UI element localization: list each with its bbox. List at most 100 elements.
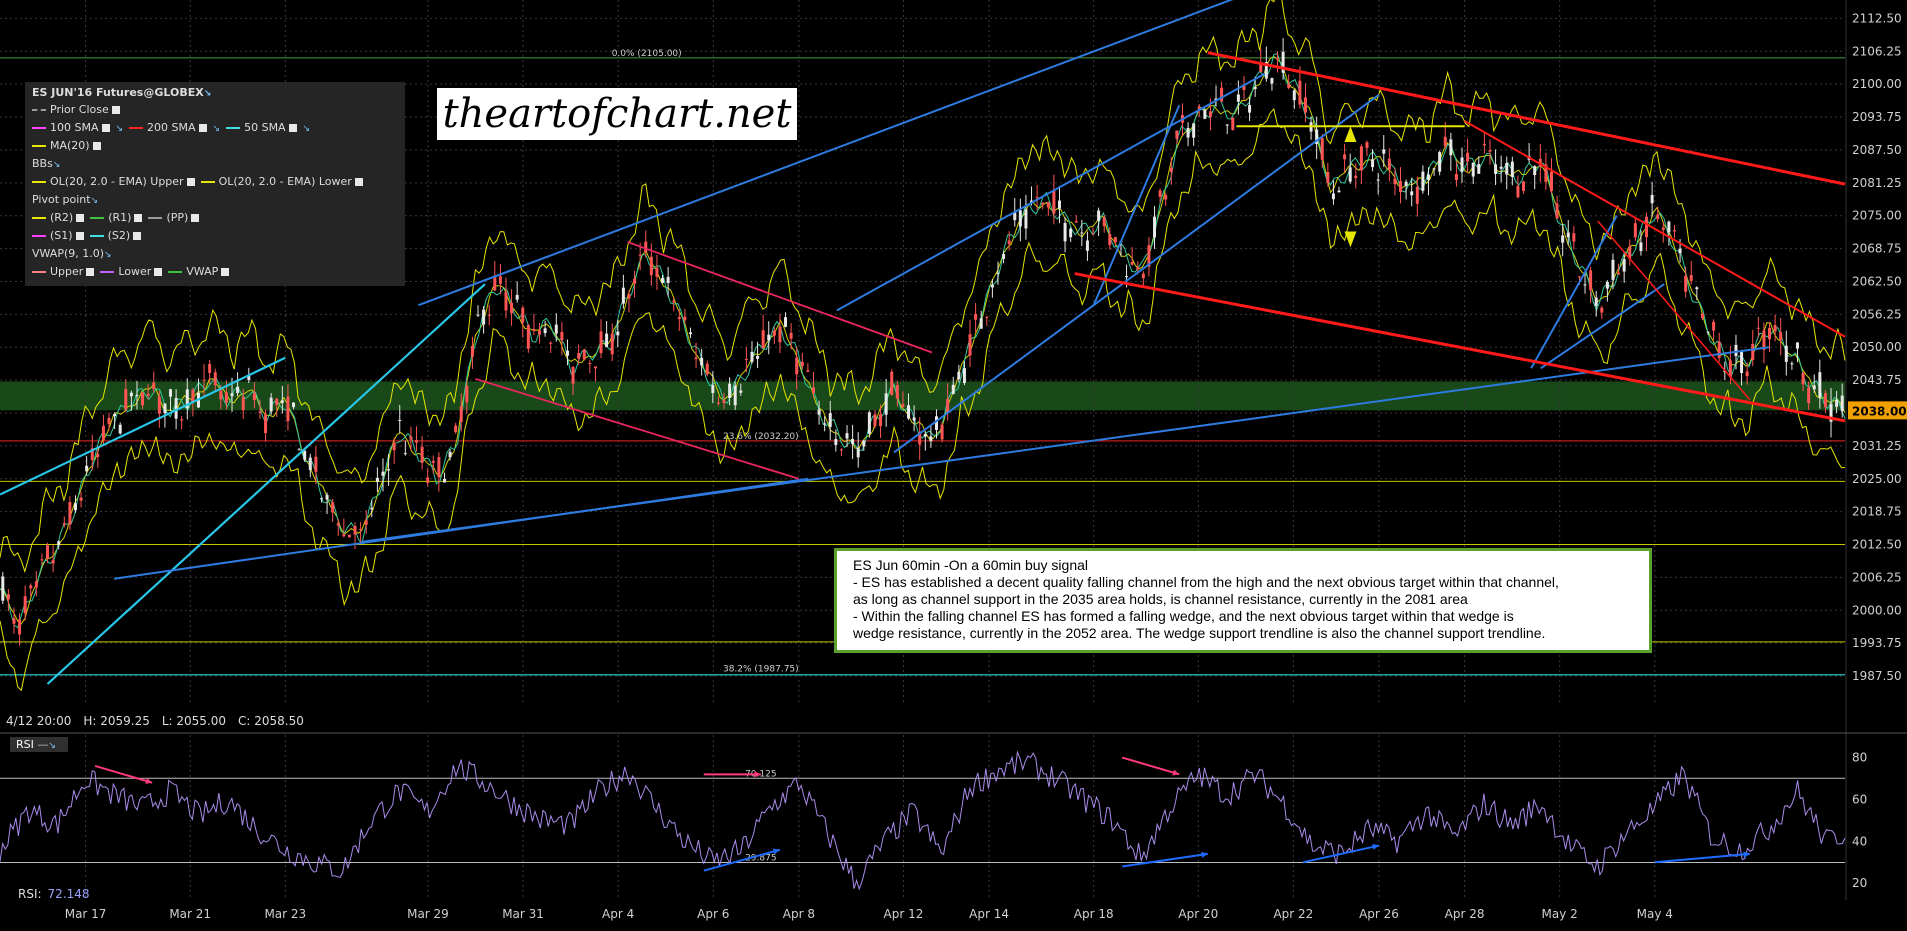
candle-body	[929, 436, 933, 442]
y-tick-label: 2043.75	[1852, 373, 1902, 387]
candle-body	[1466, 152, 1470, 162]
candle-body	[683, 316, 687, 321]
r2-swatch	[32, 217, 46, 219]
candle-body	[1421, 171, 1425, 191]
candle-body	[1717, 341, 1721, 358]
candle-body	[834, 439, 838, 445]
yellow-down-arrow-icon	[1344, 231, 1357, 248]
candle-body	[515, 294, 519, 300]
rsi-annotation-arrow-icon	[1172, 769, 1180, 776]
candle-body	[1091, 233, 1095, 235]
legend-s1-label: (S1)	[50, 229, 73, 242]
candle-body	[1359, 146, 1363, 171]
candle-body	[1354, 175, 1358, 179]
candle-body	[275, 398, 279, 405]
vwap-upper-swatch	[32, 271, 46, 273]
legend-bbs: OL(20, 2.0 - EMA) Upper OL(20, 2.0 - EMA)…	[32, 175, 369, 188]
candle-body	[252, 392, 256, 401]
r2-checkbox[interactable]	[76, 214, 85, 222]
x-tick-label: Apr 8	[783, 907, 815, 921]
candle-body	[1835, 400, 1839, 407]
candle-body	[1589, 270, 1593, 291]
s1-checkbox[interactable]	[75, 232, 84, 240]
candle-body	[1147, 245, 1151, 267]
candle-body	[1633, 223, 1637, 238]
candle-body	[918, 431, 922, 445]
bbs-settings-icon[interactable]: ↘	[52, 160, 61, 170]
settings-arrow-icon[interactable]: ↘	[203, 89, 212, 99]
candle-body	[1432, 168, 1436, 170]
y-tick-label: 2075.00	[1852, 209, 1902, 223]
y-tick-label: 2025.00	[1852, 472, 1902, 486]
candle-body	[403, 453, 407, 455]
fib-label: 23.6% (2032.20)	[723, 432, 799, 442]
rsi-annotation-arrow-icon	[772, 848, 780, 855]
candle-body	[1130, 261, 1134, 265]
candle-body	[1259, 62, 1263, 73]
candle-body	[1577, 276, 1581, 278]
candle-body	[1628, 246, 1632, 259]
candle-body	[1779, 332, 1783, 341]
ma20-checkbox[interactable]	[92, 142, 101, 150]
candle-body	[1253, 86, 1257, 89]
vwap-checkbox[interactable]	[221, 268, 230, 276]
vwap-lower-checkbox[interactable]	[154, 268, 163, 276]
r1-checkbox[interactable]	[134, 214, 143, 222]
candle-body	[700, 357, 704, 366]
vwap-settings-icon[interactable]: ↘	[104, 250, 112, 260]
candle-body	[1197, 106, 1201, 110]
legend-pp-label: (PP)	[166, 211, 189, 224]
bb-upper-checkbox[interactable]	[186, 178, 195, 186]
rsi-settings-icon[interactable]: ↘	[48, 741, 56, 751]
rsi-panel-label[interactable]: RSI — ↘	[10, 737, 68, 752]
sma100-checkbox[interactable]	[101, 124, 110, 132]
candle-body	[1639, 242, 1643, 252]
pp-checkbox[interactable]	[191, 214, 200, 222]
candle-body	[476, 314, 480, 316]
rsi-tick-label: 60	[1852, 792, 1867, 806]
note-line: wedge resistance, currently in the 2052 …	[853, 625, 1546, 641]
candle-body	[560, 331, 564, 341]
bollinger-lower-band	[0, 107, 1846, 692]
candle-body	[420, 446, 424, 463]
candle-body	[1667, 221, 1671, 233]
candle-body	[325, 495, 329, 500]
sma200-settings-icon[interactable]: ↘	[212, 124, 221, 134]
candle-body	[1762, 330, 1766, 350]
candle-body	[135, 395, 139, 397]
candle-body	[1315, 129, 1319, 145]
sma50-checkbox[interactable]	[288, 124, 297, 132]
candle-body	[828, 413, 832, 427]
y-tick-label: 2100.00	[1852, 77, 1902, 91]
candle-body	[163, 403, 167, 414]
legend-vwap-lower-label: Lower	[118, 265, 152, 278]
vwap-swatch	[168, 271, 183, 273]
candle-body	[146, 393, 150, 396]
candle-body	[543, 328, 547, 334]
prior-close-checkbox[interactable]	[111, 106, 120, 114]
candle-body	[733, 385, 737, 406]
candle-body	[879, 414, 883, 427]
candle-body	[191, 389, 195, 402]
candle-body	[1555, 203, 1559, 219]
sma200-checkbox[interactable]	[198, 124, 207, 132]
cyan-trendline	[46, 283, 486, 685]
candle-body	[1449, 139, 1453, 156]
pivot-settings-icon[interactable]: ↘	[90, 196, 99, 206]
s2-checkbox[interactable]	[133, 232, 142, 240]
x-tick-label: Apr 28	[1445, 907, 1485, 921]
candle-body	[398, 419, 402, 421]
sma100-settings-icon[interactable]: ↘	[115, 124, 124, 134]
y-tick-label: 2050.00	[1852, 340, 1902, 354]
x-tick-label: Apr 26	[1359, 907, 1399, 921]
candle-body	[208, 363, 212, 373]
last-price-label: 2038.00	[1852, 404, 1907, 418]
rsi-annotation-arrow-icon	[1372, 843, 1379, 850]
legend-vwap-label: VWAP	[186, 265, 219, 278]
candle-body	[448, 451, 452, 458]
candle-body	[979, 318, 983, 329]
bb-lower-checkbox[interactable]	[354, 178, 363, 186]
vwap-upper-checkbox[interactable]	[86, 268, 95, 276]
candle-body	[510, 302, 514, 314]
sma50-settings-icon[interactable]: ↘	[302, 124, 311, 134]
